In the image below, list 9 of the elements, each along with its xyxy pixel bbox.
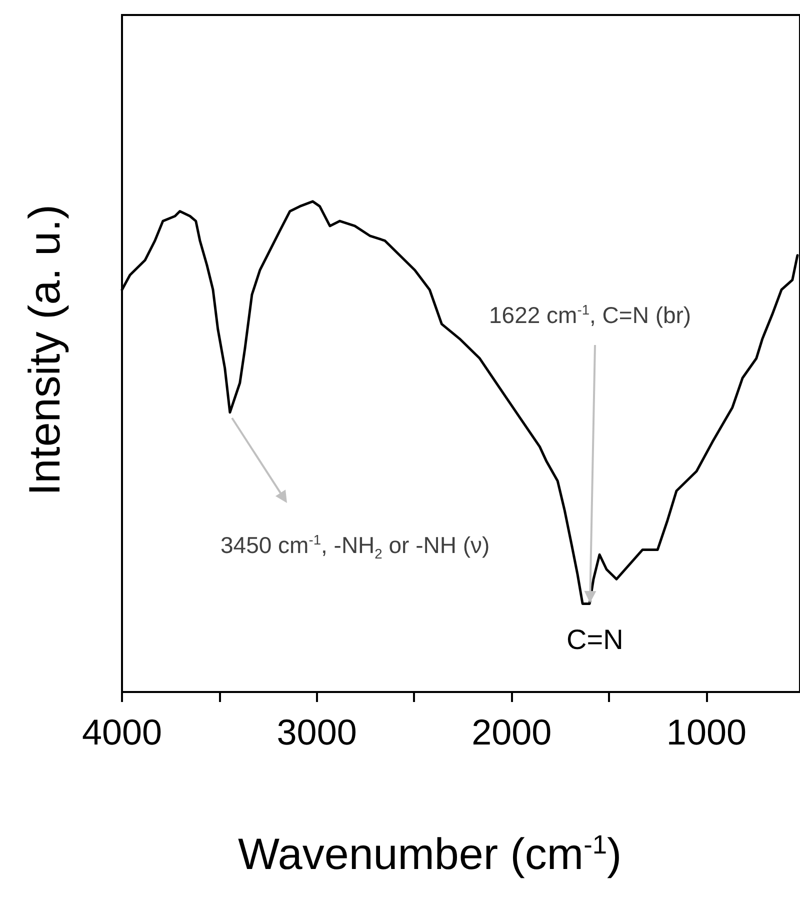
annotation: 3450 cm$^{-1}$, -NH$_{2}$ or -NH (ν) xyxy=(220,532,490,562)
annotation: C=N xyxy=(566,624,624,656)
annotation: 1622 cm$^{-1}$, C=N (br) xyxy=(489,302,692,328)
y-axis-title: Intensity (a. u.) xyxy=(20,204,70,496)
x-axis-title: Wavenumber (cm$^{-1}$) xyxy=(238,829,622,880)
x-tick-label: 4000 xyxy=(82,712,162,752)
x-tick-label: 2000 xyxy=(472,712,552,752)
x-tick-label: 3000 xyxy=(276,712,357,752)
x-tick-label: 1000 xyxy=(666,712,747,752)
